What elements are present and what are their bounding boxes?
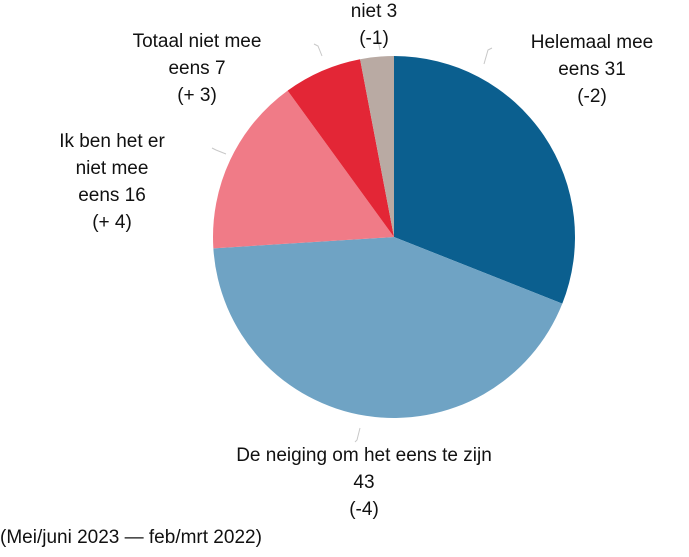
slice-label: Totaal niet mee eens 7 (+ 3)	[111, 28, 283, 109]
pie-slice	[213, 90, 394, 249]
category-label: De neiging om het eens te zijn	[236, 445, 492, 466]
category-label: Totaal niet mee eens	[132, 31, 262, 79]
change-label: (-2)	[577, 86, 607, 107]
value-label: 31	[604, 59, 626, 80]
pie-slice	[394, 56, 575, 304]
pie-slice	[287, 59, 394, 237]
leader-line	[313, 43, 323, 57]
leader-line	[211, 147, 227, 155]
value-label: 16	[124, 185, 146, 206]
value-label: 7	[214, 58, 226, 79]
category-label: niet	[350, 1, 382, 22]
pie	[213, 56, 575, 418]
value-label: 43	[353, 472, 375, 493]
leader-line	[377, 39, 381, 51]
change-label: (-1)	[359, 28, 389, 49]
value-label: 3	[386, 1, 398, 22]
change-label: (+ 4)	[92, 212, 132, 233]
slice-label: Ik ben het er niet mee eens 16 (+ 4)	[53, 128, 171, 236]
pie-slice	[213, 237, 563, 418]
change-label: (+ 3)	[177, 85, 217, 106]
change-label: (-4)	[349, 499, 379, 520]
slice-label: Helemaal mee eens 31 (-2)	[512, 29, 672, 110]
pie-slice	[360, 56, 394, 237]
slice-label: niet 3 (-1)	[314, 0, 434, 52]
category-label: Helemaal mee eens	[530, 32, 654, 80]
footnote: (Mei/juni 2023 — feb/mrt 2022)	[0, 527, 262, 548]
category-label: Ik ben het er niet mee eens	[59, 131, 165, 206]
slice-label: De neiging om het eens te zijn 43 (-4)	[154, 442, 574, 523]
leader-line	[483, 47, 493, 65]
leader-line	[354, 427, 361, 443]
